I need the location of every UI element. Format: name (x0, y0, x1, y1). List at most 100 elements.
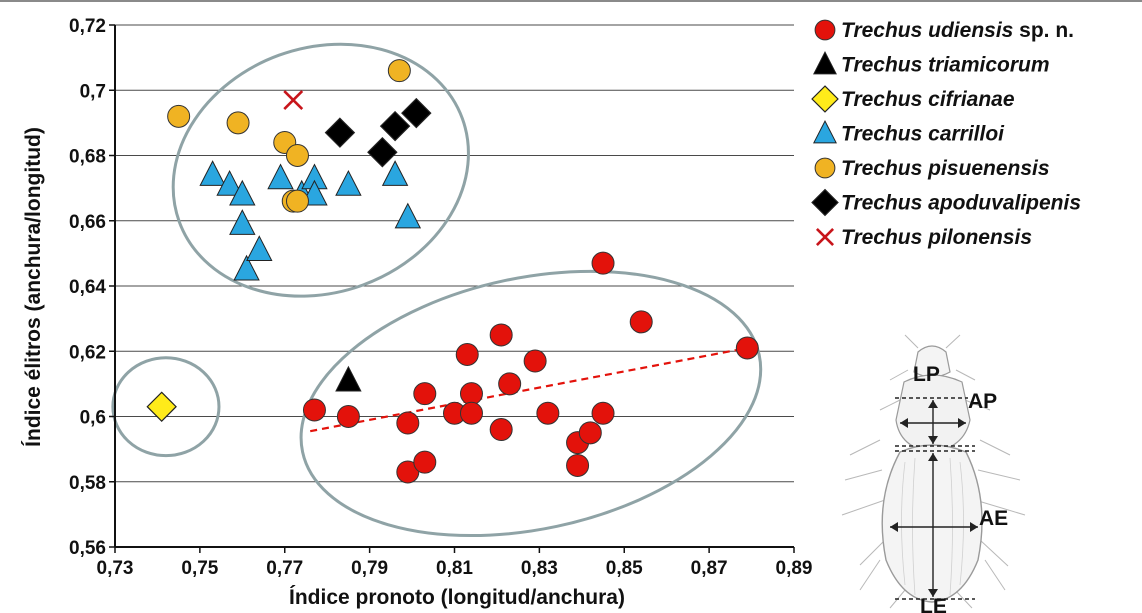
y-tick-labels: 0,56 0,58 0,6 0,62 0,64 0,66 0,68 0,7 0,72 (69, 16, 106, 559)
data-point-diamond (401, 97, 432, 129)
data-point-circle (285, 144, 309, 167)
x-tick-label: 0,73 (97, 558, 134, 579)
legend-entry-label: Trechus pisuenensis (841, 157, 1050, 180)
cluster-ellipse (171, 42, 470, 298)
data-point-triangle (216, 169, 243, 196)
grid-lines (115, 24, 794, 483)
y-tick-label: 0,62 (69, 342, 106, 363)
beetle-measure-lines (890, 397, 978, 600)
legend-species-name: Trechus pilonensis (841, 226, 1032, 249)
data-point-cross (283, 90, 304, 110)
y-tick-label: 0,56 (69, 538, 106, 559)
legend-marker-cross (815, 227, 835, 247)
data-point-circle (489, 323, 513, 347)
data-point-circle (591, 251, 615, 275)
legend-species-name: Trechus udiensis (841, 19, 1013, 42)
diagram-label-ae: AE (979, 507, 1008, 530)
legend-entry-label: Trechus carrilloi (841, 123, 1005, 146)
beetle-diagram: LP AP AE LE (841, 334, 1026, 613)
data-point-triangle (229, 209, 256, 235)
diagram-label-ap: AP (968, 390, 997, 413)
data-point-triangle (199, 160, 226, 186)
data-point-circle (285, 189, 309, 213)
data-point-circle (489, 418, 513, 442)
beetle-arrowheads (890, 400, 978, 597)
data-point-triangle (229, 179, 256, 206)
data-point-circle (387, 59, 411, 83)
data-point-triangle (335, 169, 362, 196)
data-point-circle (498, 372, 522, 396)
data-point-triangle (267, 163, 294, 190)
y-tick-label: 0,58 (69, 473, 106, 494)
legend-marker-circle (814, 157, 836, 179)
x-axis-title: Índice pronoto (longitud/anchura) (289, 586, 625, 609)
x-tick-labels: 0,73 0,75 0,77 0,79 0,81 0,83 0,85 0,87 0,89 (97, 558, 813, 579)
legend-suffix: sp. n. (1013, 19, 1074, 42)
legend-entry-label: Trechus cifrianae (841, 88, 1015, 111)
x-tick-label: 0,85 (606, 558, 643, 579)
data-point-circle (591, 401, 615, 425)
y-tick-label: 0,6 (80, 408, 106, 429)
data-point-diamond (379, 110, 411, 142)
x-tick-label: 0,77 (266, 558, 303, 579)
data-point-circle (302, 398, 326, 422)
legend: Trechus udiensis sp. n. Trechus triamicor… (811, 19, 1081, 249)
data-point-triangle (381, 160, 409, 186)
data-point-circle (523, 349, 547, 373)
legend-marker-diamond (811, 85, 839, 113)
data-point-circle (629, 310, 653, 334)
y-tick-label: 0,64 (69, 277, 106, 298)
x-tick-label: 0,75 (181, 558, 218, 579)
legend-marker-triangle (813, 119, 837, 144)
legend-species-name: Trechus carrilloi (841, 123, 1005, 146)
data-point-circle (396, 411, 420, 435)
legend-entry-label: Trechus udiensis sp. n. (841, 19, 1074, 42)
legend-species-name: Trechus pisuenensis (841, 157, 1050, 180)
legend-species-name: Trechus apoduvalipenis (841, 192, 1081, 215)
beetle-head-icon (913, 345, 951, 378)
beetle-elytra-striae-icon (901, 457, 964, 596)
data-point-diamond (324, 117, 356, 148)
top-border (0, 0, 1142, 2)
data-point-circle (226, 111, 250, 135)
legend-marker-triangle (813, 50, 837, 75)
legend-marker-circle (814, 19, 836, 41)
y-tick-label: 0,68 (69, 147, 106, 168)
data-points (146, 59, 759, 484)
data-point-circle (413, 382, 437, 406)
data-point-diamond (367, 136, 398, 168)
diagram-label-le: LE (920, 595, 947, 613)
x-tick-label: 0,79 (351, 558, 388, 579)
data-point-circle (413, 450, 437, 474)
trendline-dashed (310, 346, 748, 433)
legend-entry-label: Trechus triamicorum (841, 54, 1050, 77)
data-point-diamond (146, 391, 177, 422)
data-point-triangle (233, 254, 260, 281)
diagram-label-lp: LP (913, 363, 940, 386)
x-tick-label: 0,81 (436, 558, 473, 579)
data-point-circle (459, 382, 483, 406)
y-tick-label: 0,72 (69, 16, 106, 37)
x-tick-label: 0,89 (776, 558, 813, 579)
cluster-ellipse (299, 269, 763, 538)
y-tick-label: 0,66 (69, 212, 106, 233)
data-point-circle (578, 421, 602, 445)
legend-entry-label: Trechus apoduvalipenis (841, 192, 1081, 215)
data-point-circle (536, 401, 560, 425)
legend-entry-label: Trechus pilonensis (841, 226, 1032, 249)
x-tick-label: 0,87 (691, 558, 728, 579)
beetle-legs-icon (841, 334, 1026, 609)
data-point-triangle (246, 235, 273, 261)
beetle-elytra-icon (881, 444, 983, 603)
data-point-circle (566, 453, 590, 477)
cluster-ellipses (111, 42, 763, 538)
x-tick-label: 0,83 (521, 558, 558, 579)
legend-species-name: Trechus cifrianae (841, 88, 1015, 111)
y-axis-title: Índice élitros (anchura/longitud) (22, 127, 45, 447)
legend-species-name: Trechus triamicorum (841, 54, 1050, 77)
data-point-circle (455, 343, 479, 367)
data-point-triangle (335, 365, 362, 392)
legend-marker-diamond (811, 188, 839, 217)
trendline (310, 346, 748, 433)
